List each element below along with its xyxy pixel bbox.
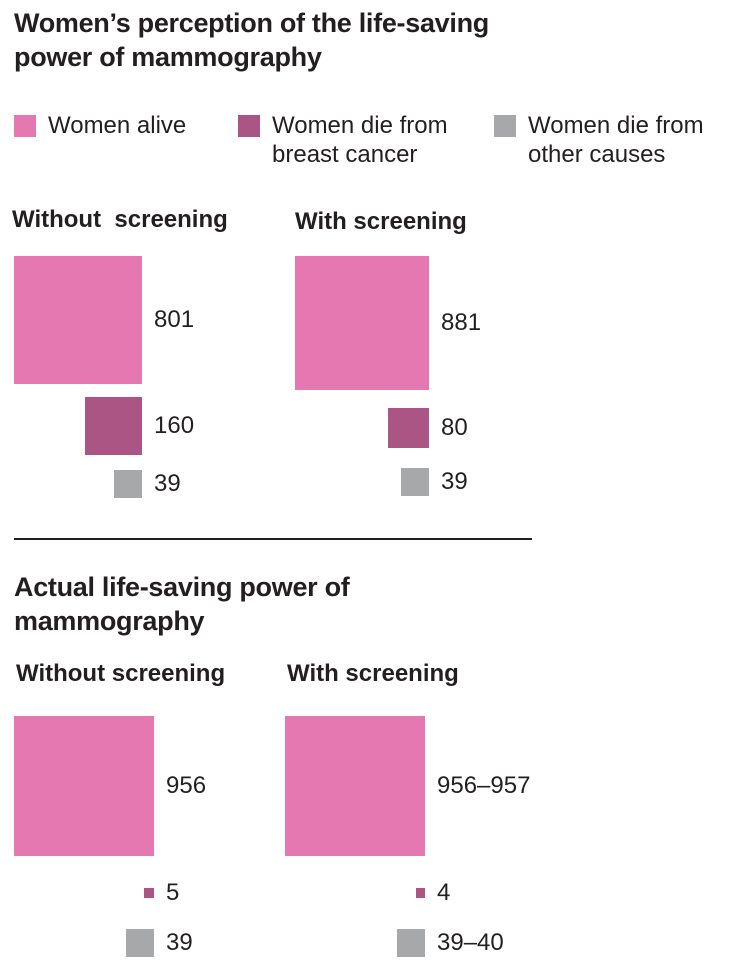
value-label-breast-cancer-actual-with: 4 (437, 879, 451, 906)
value-label-breast-cancer-actual-without: 5 (166, 879, 180, 906)
square-breast-cancer-perceived-with (388, 407, 429, 449)
square-alive-perceived-without (13, 256, 142, 385)
square-alive-actual-without (13, 716, 154, 857)
legend-swatch-breast-cancer (238, 115, 260, 137)
square-alive-perceived-with (294, 256, 429, 391)
chart-title-actual: Actual life-saving power of mammography (14, 572, 350, 636)
legend-label-breast-cancer: Women die from breast cancer (272, 112, 448, 168)
square-other-causes-perceived-without (113, 469, 142, 499)
legend-item-alive: Women alive (14, 111, 248, 140)
square-breast-cancer-actual-without (143, 887, 154, 899)
legend-label-other-causes: Women die from other causes (528, 112, 704, 168)
value-label-alive-actual-without: 956 (166, 772, 207, 800)
value-label-alive-actual-with: 956–957 (437, 772, 531, 800)
value-label-other-causes-perceived-without: 39 (154, 470, 181, 497)
legend-item-other-causes: Women die from other causes (494, 111, 728, 169)
panel-title-perception-with: With screening (295, 208, 467, 235)
square-alive-actual-with (284, 716, 425, 857)
section-divider (14, 538, 532, 540)
legend-item-breast-cancer: Women die from breast cancer (238, 111, 472, 169)
legend-swatch-alive (14, 115, 36, 137)
square-breast-cancer-perceived-without (84, 397, 142, 455)
chart-title-perception: Women’s perception of the life-saving po… (14, 8, 489, 72)
legend-swatch-other-causes (494, 115, 516, 137)
value-label-breast-cancer-perceived-with: 80 (441, 414, 468, 441)
value-label-alive-perceived-with: 881 (441, 309, 482, 337)
square-other-causes-actual-with (396, 928, 425, 958)
value-label-breast-cancer-perceived-without: 160 (154, 412, 195, 439)
square-other-causes-actual-without (125, 928, 154, 958)
panel-title-perception-without: Without screening (12, 206, 228, 233)
square-breast-cancer-actual-with (415, 888, 425, 898)
value-label-alive-perceived-without: 801 (154, 306, 195, 334)
value-label-other-causes-actual-without: 39 (166, 929, 193, 956)
value-label-other-causes-actual-with: 39–40 (437, 929, 504, 956)
panel-title-actual-with: With screening (287, 660, 459, 687)
panel-title-actual-without: Without screening (16, 660, 226, 687)
value-label-other-causes-perceived-with: 39 (441, 468, 468, 495)
legend-label-alive: Women alive (48, 112, 187, 139)
square-other-causes-perceived-with (400, 467, 429, 497)
